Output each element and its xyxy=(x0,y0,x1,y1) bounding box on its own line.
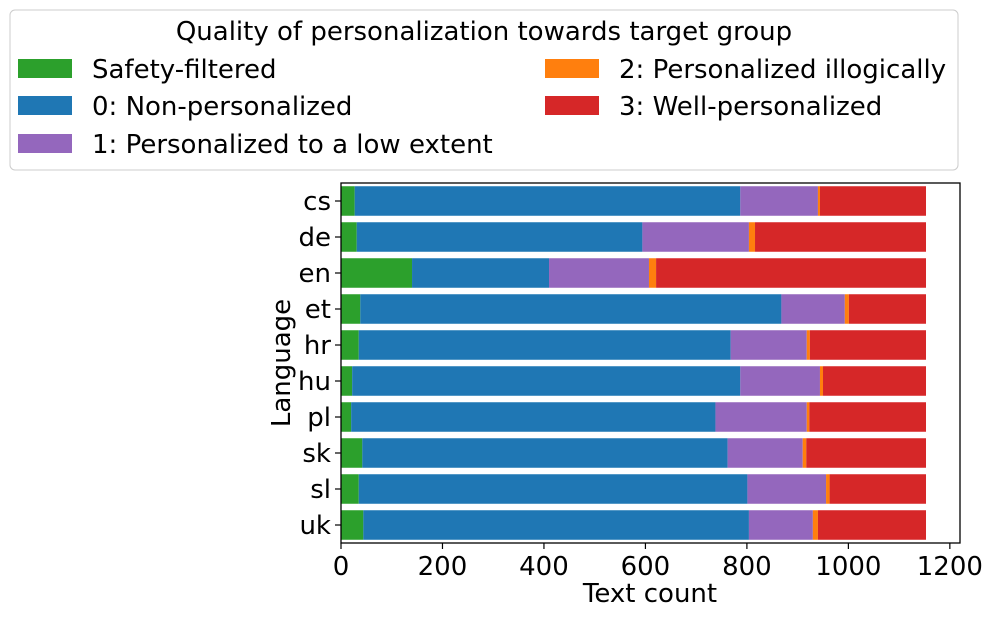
bar-pl-series-0 xyxy=(341,402,352,432)
bar-uk-series-0 xyxy=(341,510,364,540)
bar-hr-series-0 xyxy=(341,330,359,360)
y-tick-label-hu: hu xyxy=(298,367,331,397)
legend-swatch-non-personalized xyxy=(18,96,72,115)
bar-sk-series-0 xyxy=(341,438,363,468)
y-axis-ticks: cs de en et hr hu pl sk sl uk xyxy=(298,187,341,541)
bar-en-series-2 xyxy=(549,258,649,288)
bar-uk-series-1 xyxy=(363,510,749,540)
bar-en-series-3 xyxy=(648,258,657,288)
x-tick-label-200: 200 xyxy=(418,552,468,582)
legend-frame xyxy=(9,9,959,171)
x-tick-label-1200: 1200 xyxy=(917,552,983,582)
bar-sl-series-3 xyxy=(826,474,830,504)
bar-uk-series-4 xyxy=(817,510,927,540)
bar-de-series-4 xyxy=(755,222,927,252)
bar-hr-series-2 xyxy=(730,330,807,360)
bar-cs-series-1 xyxy=(354,186,741,216)
bars xyxy=(341,186,927,540)
bar-pl-series-2 xyxy=(715,402,807,432)
y-tick-label-cs: cs xyxy=(303,187,331,217)
legend-swatch-safety-filtered xyxy=(18,59,72,78)
bar-pl-series-1 xyxy=(351,402,716,432)
bar-et-series-3 xyxy=(844,294,849,324)
x-tick-label-400: 400 xyxy=(519,552,569,582)
bar-sk-series-2 xyxy=(727,438,803,468)
bar-hr-series-4 xyxy=(809,330,927,360)
bar-et-series-2 xyxy=(781,294,845,324)
bar-de-series-1 xyxy=(356,222,643,252)
bar-hu-series-3 xyxy=(819,366,824,396)
y-tick-label-en: en xyxy=(299,259,331,289)
x-tick-label-0: 0 xyxy=(333,552,350,582)
legend-label-non-personalized: 0: Non-personalized xyxy=(92,92,352,122)
bar-cs-series-2 xyxy=(740,186,818,216)
bar-en-series-1 xyxy=(412,258,550,288)
y-tick-label-et: et xyxy=(305,295,331,325)
bar-sk-series-4 xyxy=(806,438,927,468)
x-axis-label: Text count xyxy=(582,579,717,609)
bar-et-series-4 xyxy=(848,294,927,324)
x-tick-label-600: 600 xyxy=(621,552,671,582)
bar-cs-series-3 xyxy=(817,186,820,216)
y-tick-label-uk: uk xyxy=(299,511,331,541)
bar-sl-series-4 xyxy=(829,474,927,504)
legend-label-personalized-low-extent: 1: Personalized to a low extent xyxy=(92,130,493,160)
bar-cs-series-4 xyxy=(819,186,927,216)
bar-pl-series-3 xyxy=(806,402,810,432)
bar-hu-series-0 xyxy=(341,366,353,396)
bar-hu-series-4 xyxy=(823,366,927,396)
bar-hu-series-2 xyxy=(740,366,820,396)
bar-hr-series-3 xyxy=(806,330,810,360)
plot-frame xyxy=(340,182,961,544)
legend-swatch-personalized-illogically xyxy=(545,59,599,78)
bar-hu-series-1 xyxy=(352,366,741,396)
bar-sk-series-3 xyxy=(802,438,807,468)
bar-hr-series-1 xyxy=(358,330,731,360)
bar-et-series-0 xyxy=(341,294,361,324)
bar-uk-series-3 xyxy=(812,510,818,540)
y-tick-label-de: de xyxy=(299,223,332,253)
y-tick-label-sk: sk xyxy=(302,439,331,469)
bar-cs-series-0 xyxy=(341,186,355,216)
legend-label-well-personalized: 3: Well-personalized xyxy=(619,92,882,122)
bar-en-series-0 xyxy=(341,258,413,288)
legend: Quality of personalization towards targe… xyxy=(9,9,959,171)
legend-label-safety-filtered: Safety-filtered xyxy=(92,55,277,85)
legend-title: Quality of personalization towards targe… xyxy=(176,17,792,47)
bar-pl-series-4 xyxy=(809,402,927,432)
bar-de-series-2 xyxy=(642,222,749,252)
x-tick-label-800: 800 xyxy=(722,552,772,582)
y-tick-label-sl: sl xyxy=(310,475,331,505)
bar-de-series-3 xyxy=(748,222,756,252)
bar-sk-series-1 xyxy=(362,438,728,468)
bar-uk-series-2 xyxy=(748,510,813,540)
y-tick-label-pl: pl xyxy=(307,403,331,433)
bar-sl-series-2 xyxy=(747,474,827,504)
bar-et-series-1 xyxy=(360,294,782,324)
y-axis-label: Language xyxy=(267,299,297,427)
bar-en-series-4 xyxy=(656,258,927,288)
bar-sl-series-0 xyxy=(341,474,359,504)
x-axis-ticks: 0 200 400 600 800 1000 1200 xyxy=(333,543,983,582)
legend-swatch-well-personalized xyxy=(545,96,599,115)
y-tick-label-hr: hr xyxy=(304,331,331,361)
bar-sl-series-1 xyxy=(358,474,748,504)
x-tick-label-1000: 1000 xyxy=(815,552,881,582)
legend-label-personalized-illogically: 2: Personalized illogically xyxy=(619,55,946,85)
bar-de-series-0 xyxy=(341,222,357,252)
legend-swatch-personalized-low-extent xyxy=(18,134,72,153)
